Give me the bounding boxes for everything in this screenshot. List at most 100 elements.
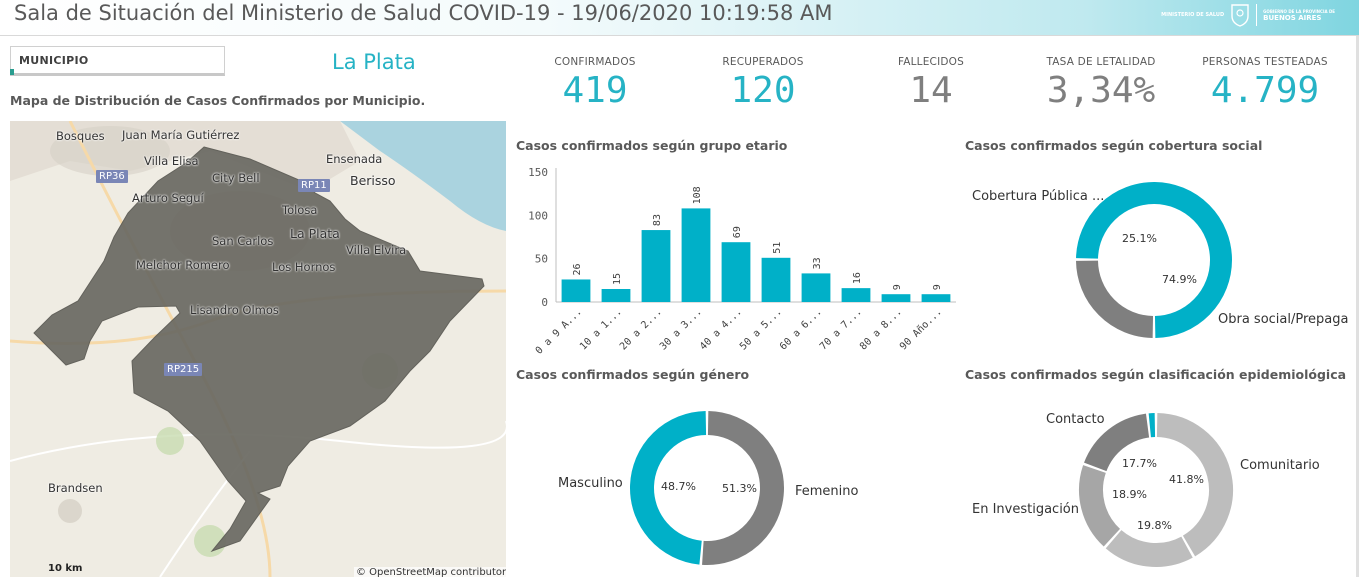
kpi-label: CONFIRMADOS xyxy=(520,56,670,68)
age-bar[interactable] xyxy=(562,279,591,302)
age-bar[interactable] xyxy=(882,294,911,302)
age-chart-title: Casos confirmados según grupo etario xyxy=(516,138,787,153)
donut-percent-label: 18.9% xyxy=(1112,488,1147,501)
logo-gobierno-text: GOBIERNO DE LA PROVINCIA DE xyxy=(1263,9,1335,14)
map-attribution[interactable]: © OpenStreetMap contributors xyxy=(354,567,506,577)
logo-separator xyxy=(1256,4,1257,26)
kpi-value: 3,34% xyxy=(1025,70,1177,111)
donut-legend-label: Contacto xyxy=(1046,412,1105,427)
map-label: Bosques xyxy=(56,129,105,143)
x-tick-label: 50 a 5... xyxy=(738,306,784,352)
donut-slice[interactable] xyxy=(1114,539,1187,555)
map-label: Tolosa xyxy=(282,203,317,217)
bar-value-label: 16 xyxy=(852,272,863,284)
age-bar[interactable] xyxy=(602,289,631,302)
kpi-label: PERSONAS TESTEADAS xyxy=(1190,56,1340,68)
donut-percent-label: 41.8% xyxy=(1169,473,1204,486)
donut-chart-3[interactable] xyxy=(1068,402,1244,578)
map-label: Melchor Romero xyxy=(136,258,230,272)
map-title: Mapa de Distribución de Casos Confirmado… xyxy=(10,93,425,108)
x-tick-label: 20 a 2... xyxy=(618,306,664,352)
logo-provincia-text: BUENOS AIRES xyxy=(1263,14,1335,22)
filter-selected-indicator xyxy=(10,69,14,75)
page-title: Sala de Situación del Ministerio de Salu… xyxy=(14,1,832,25)
kpi-value: 419 xyxy=(520,70,670,111)
kpi-label: FALLECIDOS xyxy=(855,56,1007,68)
donut-legend-label: En Investigación xyxy=(972,502,1079,517)
age-bar[interactable] xyxy=(762,258,791,302)
map-label: San Carlos xyxy=(212,234,273,248)
age-bar[interactable] xyxy=(922,294,951,302)
donut-percent-label: 48.7% xyxy=(661,480,696,493)
x-tick-label: 10 a 1... xyxy=(578,306,624,352)
map-label: Brandsen xyxy=(48,481,103,495)
municipio-filter[interactable]: MUNICIPIO xyxy=(10,46,225,76)
bar-value-label: 69 xyxy=(732,226,743,238)
map-label: Juan María Gutiérrez xyxy=(122,128,239,142)
donut-legend-label: Obra social/Prepaga xyxy=(1218,312,1348,327)
y-tick-label: 50 xyxy=(535,253,548,266)
distribution-map[interactable]: Bosques Juan María Gutiérrez Villa Elisa… xyxy=(10,121,506,577)
y-tick-label: 150 xyxy=(528,166,548,179)
map-label: Lisandro Olmos xyxy=(190,303,279,317)
map-label: Berisso xyxy=(350,173,396,188)
kpi-label: RECUPERADOS xyxy=(682,56,844,68)
kpi-recuperados: RECUPERADOS 120 xyxy=(682,56,844,111)
gender-chart-title: Casos confirmados según género xyxy=(516,367,749,382)
donut-legend-label: Masculino xyxy=(558,476,623,491)
age-bar[interactable] xyxy=(682,208,711,302)
logo-ministerio-text: MINISTERIO DE SALUD xyxy=(1161,12,1224,18)
map-label: Los Hornos xyxy=(272,260,335,274)
road-shield: RP11 xyxy=(298,179,330,192)
y-tick-label: 0 xyxy=(541,296,548,309)
bar-value-label: 26 xyxy=(572,263,583,275)
age-bar[interactable] xyxy=(842,288,871,302)
donut-slice[interactable] xyxy=(1087,261,1153,327)
bar-value-label: 83 xyxy=(652,214,663,226)
map-label: Villa Elisa xyxy=(144,154,199,168)
x-tick-label: 40 a 4... xyxy=(698,306,744,352)
bar-value-label: 33 xyxy=(812,257,823,269)
coverage-chart-title: Casos confirmados según cobertura social xyxy=(965,138,1262,153)
kpi-value: 4.799 xyxy=(1190,70,1340,111)
x-tick-label: 90 Año... xyxy=(898,306,944,352)
bar-value-label: 51 xyxy=(772,242,783,254)
kpi-confirmados: CONFIRMADOS 419 xyxy=(520,56,670,111)
x-tick-label: 0 a 9 A... xyxy=(534,306,584,354)
age-bar[interactable] xyxy=(802,273,831,302)
donut-legend-label: Cobertura Pública ... xyxy=(972,189,1104,204)
age-bar[interactable] xyxy=(642,230,671,302)
donut-percent-label: 51.3% xyxy=(722,482,757,495)
kpi-tasa-de-letalidad: TASA DE LETALIDAD 3,34% xyxy=(1025,56,1177,111)
bar-value-label: 9 xyxy=(932,284,943,290)
kpi-value: 14 xyxy=(855,70,1007,111)
bar-value-label: 108 xyxy=(692,186,703,204)
x-tick-label: 30 a 3... xyxy=(658,306,704,352)
kpi-personas-testeadas: PERSONAS TESTEADAS 4.799 xyxy=(1190,56,1340,111)
map-label: Villa Elvira xyxy=(346,243,406,257)
kpi-fallecidos: FALLECIDOS 14 xyxy=(855,56,1007,111)
kpi-label: TASA DE LETALIDAD xyxy=(1025,56,1177,68)
road-shield: RP215 xyxy=(164,363,202,376)
epi-chart-title: Casos confirmados según clasificación ep… xyxy=(965,367,1346,382)
donut-slice[interactable] xyxy=(1091,469,1112,538)
map-canvas[interactable] xyxy=(10,121,506,577)
donut-percent-label: 74.9% xyxy=(1162,273,1197,286)
map-label: Ensenada xyxy=(326,152,382,166)
donut-legend-label: Femenino xyxy=(795,484,858,499)
kpi-value: 120 xyxy=(682,70,844,111)
donut-chart-2[interactable] xyxy=(617,398,797,578)
x-tick-label: 60 a 6... xyxy=(778,306,824,352)
age-bar[interactable] xyxy=(722,242,751,302)
selected-municipio: La Plata xyxy=(332,50,416,74)
map-label: City Bell xyxy=(212,171,260,185)
ministerio-logo: MINISTERIO DE SALUD GOBIERNO DE LA PROVI… xyxy=(1161,2,1335,28)
donut-percent-label: 17.7% xyxy=(1122,457,1157,470)
donut-percent-label: 19.8% xyxy=(1137,519,1172,532)
header-bar: Sala de Situación del Ministerio de Salu… xyxy=(0,0,1359,36)
x-tick-label: 70 a 7... xyxy=(818,306,864,352)
map-label: Arturo Seguí xyxy=(132,191,204,205)
map-scale: 10 km xyxy=(48,563,82,574)
province-shield-icon xyxy=(1230,3,1250,27)
